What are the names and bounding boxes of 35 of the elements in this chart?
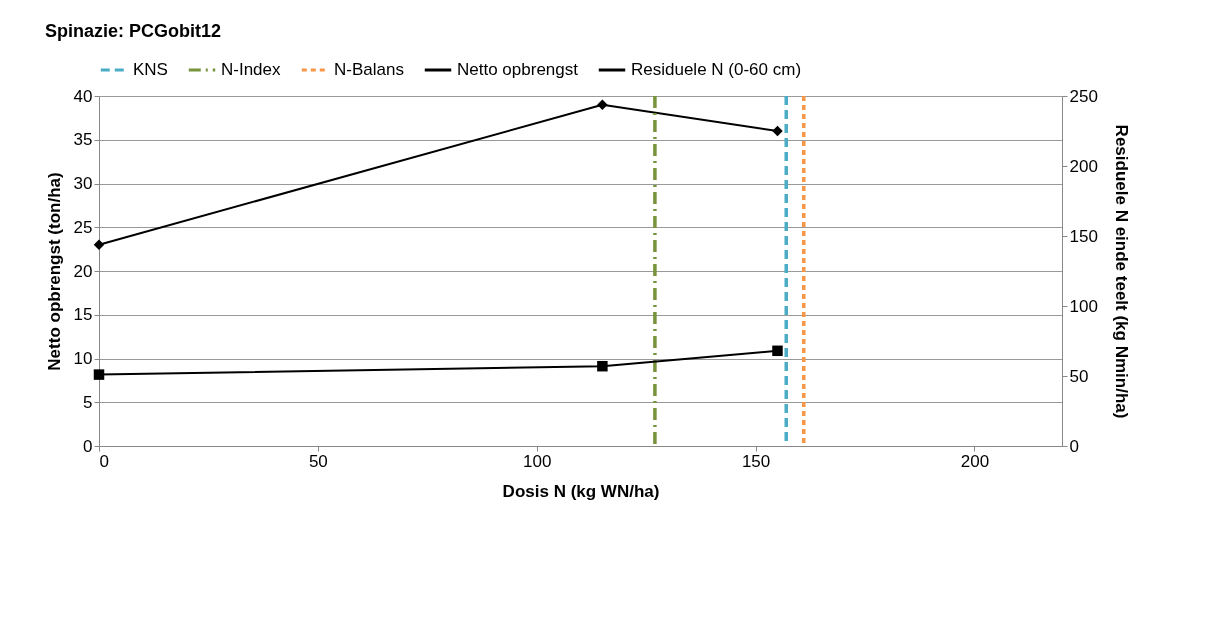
y2-tick-label: 250 [1069, 86, 1098, 106]
point [597, 99, 608, 110]
y-tick-label: 30 [73, 174, 93, 193]
x-tick-label: 0 [99, 451, 109, 471]
point [772, 125, 783, 137]
legend-label: KNS [133, 60, 168, 79]
y-tick-label: 20 [73, 261, 93, 281]
legend-label: N-Balans [334, 60, 404, 79]
y-tick-label: 5 [83, 392, 93, 412]
y-tick-label: 10 [73, 349, 93, 368]
point [93, 369, 105, 380]
point [597, 360, 608, 372]
y-tick-label: 15 [73, 305, 93, 325]
y-tick-label: 0 [83, 436, 93, 456]
y2-axis-title: Residuele N einde teelt (kg Nmin/ha) [1111, 124, 1131, 419]
legend-label: N-Index [221, 60, 282, 79]
y2-tick-label: 50 [1069, 366, 1089, 386]
x-tick-label: 50 [308, 451, 328, 471]
legend-label: Netto opbrengst [457, 60, 579, 79]
y2-tick-label: 0 [1069, 436, 1079, 456]
y-tick-label: 25 [73, 217, 93, 237]
x-tick-label: 200 [960, 451, 990, 471]
x-axis-title: Dosis N (kg WN/ha) [502, 481, 660, 501]
x-tick-label: 150 [741, 451, 771, 471]
y-tick-label: 35 [73, 130, 93, 150]
x-tick-label: 100 [523, 451, 552, 471]
point [93, 239, 105, 250]
chart-title: Spinazie: PCGobit12 [45, 21, 222, 41]
point [772, 345, 783, 357]
y2-tick-label: 200 [1069, 156, 1098, 176]
y-tick-label: 40 [73, 86, 93, 106]
y-axis-title: Netto opbrengst (ton/ha) [44, 172, 64, 371]
legend-label: Residuele N (0-60 cm) [631, 60, 802, 79]
y2-tick-label: 150 [1069, 226, 1098, 246]
y2-tick-label: 100 [1069, 296, 1098, 316]
